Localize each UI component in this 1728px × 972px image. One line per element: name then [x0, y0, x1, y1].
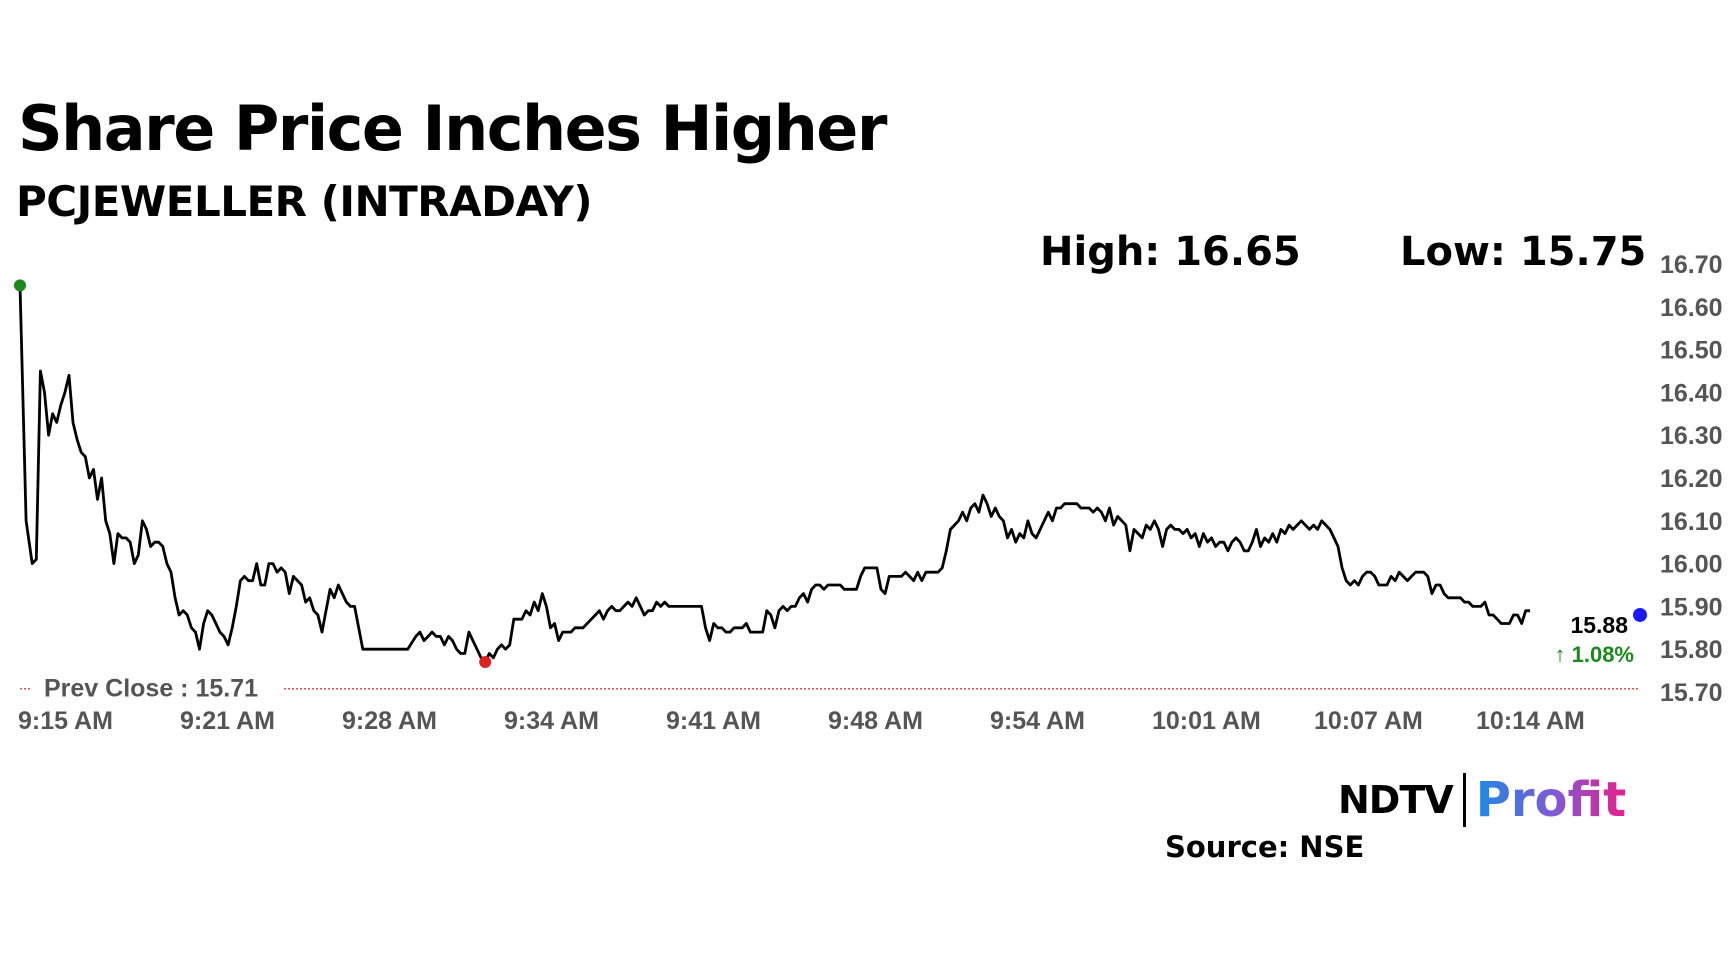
last-price-badge-bg [1530, 606, 1634, 669]
low-marker [479, 656, 492, 669]
chart-title: Share Price Inches Higher [18, 92, 887, 165]
y-tick-label: 16.60 [1660, 294, 1723, 322]
chart-subtitle: PCJEWELLER (INTRADAY) [16, 177, 593, 226]
high-marker [14, 279, 26, 292]
y-tick-label: 16.50 [1660, 337, 1723, 365]
high-label: High: 16.65 [1040, 229, 1301, 275]
last-price-label: 15.88 [1570, 612, 1628, 638]
x-tick-label: 9:54 AM [990, 707, 1085, 735]
y-tick-label: 15.90 [1660, 593, 1723, 621]
x-tick-label: 9:15 AM [18, 707, 113, 735]
ndtv-profit-logo: NDTV Profit [1338, 770, 1626, 830]
low-label: Low: 15.75 [1400, 229, 1647, 275]
x-tick-label: 9:41 AM [666, 707, 761, 735]
price-line [18, 285, 1640, 664]
y-tick-label: 16.70 [1660, 251, 1723, 279]
y-tick-label: 16.10 [1660, 508, 1723, 536]
logo-brand: NDTV [1338, 778, 1454, 822]
y-tick-label: 15.80 [1660, 636, 1723, 664]
change-percent-label: ↑ 1.08% [1555, 642, 1635, 667]
x-tick-label: 9:48 AM [828, 707, 923, 735]
prev-close-label: Prev Close : 15.71 [44, 675, 258, 703]
last-price-marker [1633, 607, 1647, 622]
x-tick-label: 10:01 AM [1152, 707, 1261, 735]
x-tick-label: 9:28 AM [342, 707, 437, 735]
prev-close-label-bg [32, 673, 282, 702]
x-tick-label: 10:14 AM [1476, 707, 1585, 735]
x-tick-label: 10:07 AM [1314, 707, 1423, 735]
source-note: Source: NSE [1165, 830, 1365, 864]
logo-divider [1462, 773, 1466, 827]
y-tick-label: 16.30 [1660, 422, 1723, 450]
logo-product: Profit [1475, 772, 1627, 828]
y-tick-label: 16.20 [1660, 465, 1723, 493]
y-tick-label: 16.40 [1660, 379, 1723, 407]
y-tick-label: 15.70 [1660, 679, 1723, 707]
x-tick-label: 9:34 AM [504, 707, 599, 735]
x-tick-label: 9:21 AM [180, 707, 275, 735]
y-tick-label: 16.00 [1660, 551, 1723, 579]
